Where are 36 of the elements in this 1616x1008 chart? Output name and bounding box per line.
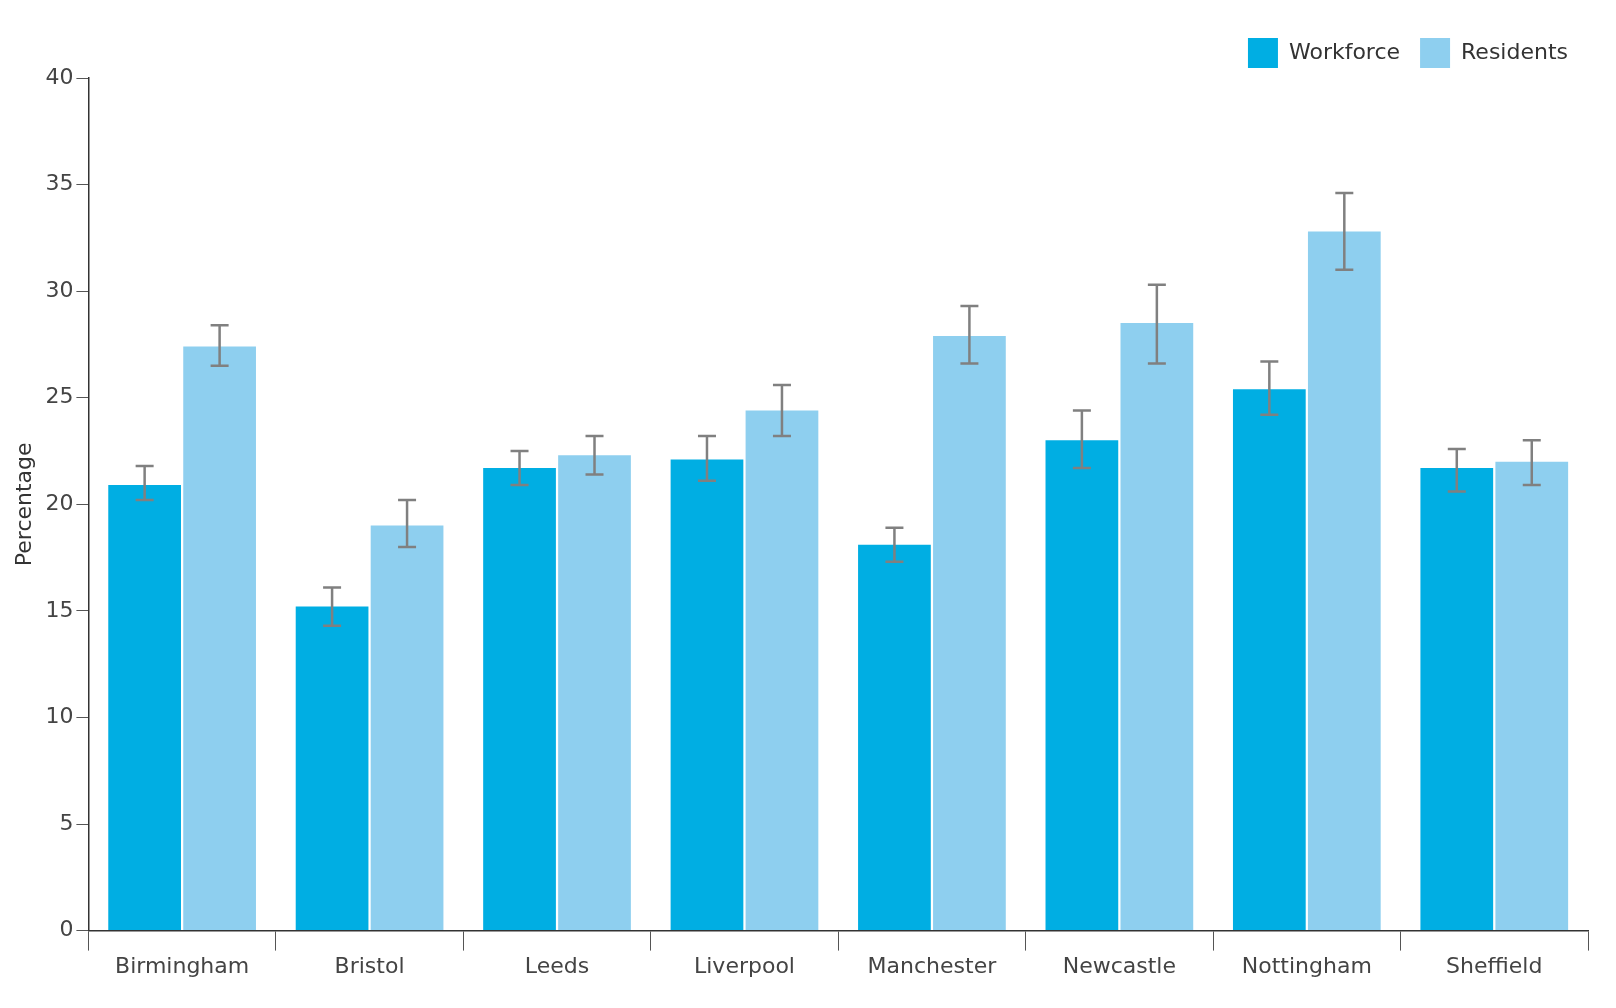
y-tick-label: 25: [45, 383, 74, 409]
bar: [1120, 323, 1194, 931]
bar: [933, 335, 1006, 931]
x-tick-label: Newcastle: [1062, 952, 1177, 978]
bar: [108, 485, 181, 931]
y-tick-label: 40: [45, 63, 74, 89]
x-tick-label: Sheffield: [1446, 952, 1543, 978]
x-tick-label: Nottingham: [1241, 952, 1372, 978]
bar: [1495, 461, 1569, 931]
y-axis-title: Percentage: [10, 442, 36, 567]
bar: [670, 459, 744, 931]
x-tick-label: Liverpool: [693, 952, 795, 978]
bar: [1420, 468, 1494, 931]
y-tick-label: 5: [59, 809, 74, 835]
legend-label: Residents: [1461, 38, 1569, 64]
x-tick-label: Bristol: [334, 952, 405, 978]
bar: [1232, 389, 1306, 931]
bar: [1307, 231, 1381, 931]
x-tick-label: Leeds: [524, 952, 590, 978]
x-tick-label: Manchester: [867, 952, 998, 978]
y-tick-label: 15: [45, 596, 74, 622]
bar: [1045, 440, 1119, 931]
x-tick-label: Birmingham: [115, 952, 250, 978]
bar: [295, 606, 369, 931]
bar: [858, 544, 931, 931]
bar: [745, 410, 819, 931]
y-tick-label: 20: [45, 490, 74, 516]
bar: [183, 346, 256, 931]
legend-label: Workforce: [1288, 38, 1401, 64]
y-tick-label: 30: [45, 276, 74, 302]
y-tick-label: 0: [59, 916, 74, 942]
bar: [370, 525, 444, 931]
bar: [483, 468, 556, 931]
y-tick-label: 35: [45, 170, 74, 196]
y-tick-label: 10: [45, 703, 74, 729]
bar: [558, 455, 631, 931]
